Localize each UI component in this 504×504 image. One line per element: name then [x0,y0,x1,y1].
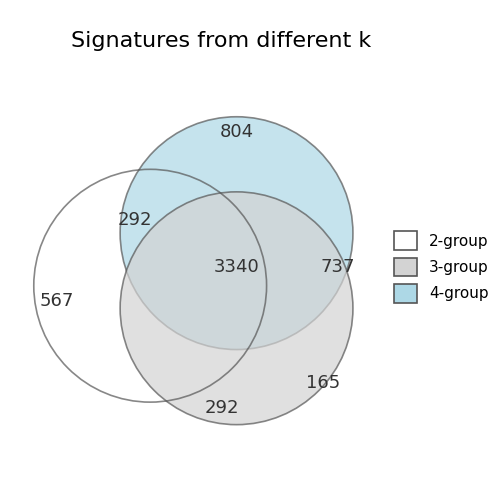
Text: 804: 804 [219,123,254,141]
Text: 292: 292 [204,399,239,417]
Text: 567: 567 [39,292,74,310]
Text: 3340: 3340 [214,258,260,276]
Text: 292: 292 [118,211,152,229]
Legend: 2-group, 3-group, 4-group: 2-group, 3-group, 4-group [388,225,495,308]
Circle shape [120,117,353,350]
Title: Signatures from different k: Signatures from different k [72,31,371,50]
Text: 737: 737 [321,258,355,276]
Circle shape [120,192,353,425]
Text: 165: 165 [306,374,340,392]
